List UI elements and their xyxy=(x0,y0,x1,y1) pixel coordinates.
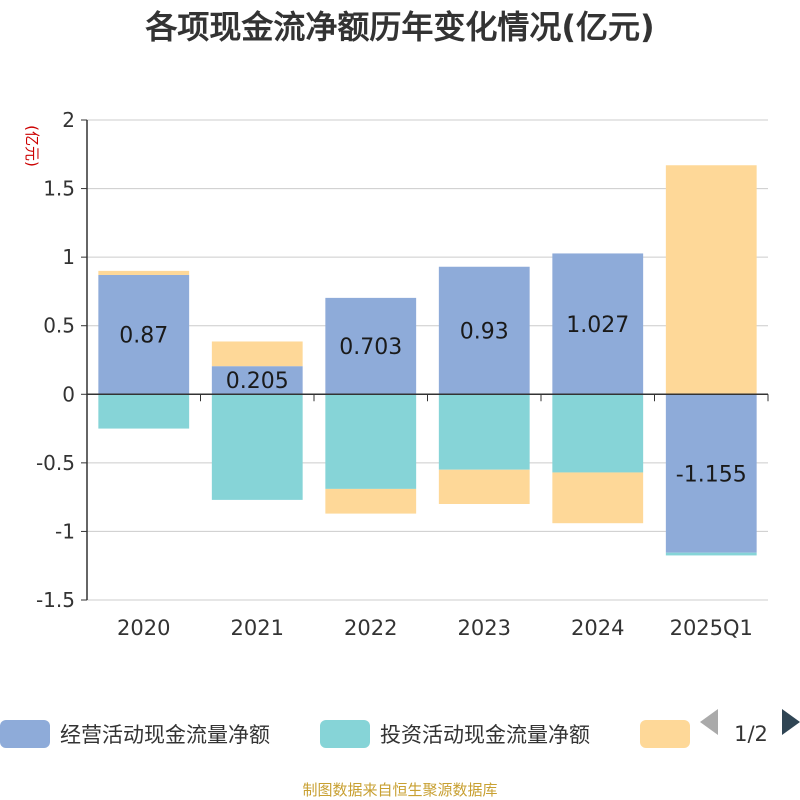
legend-page-indicator: 1/2 xyxy=(734,722,768,746)
bar xyxy=(211,366,303,395)
y-tick-label: -0.5 xyxy=(36,451,75,475)
bar xyxy=(325,488,417,514)
bar xyxy=(325,297,417,395)
data-label: 1.027 xyxy=(566,313,629,338)
bar xyxy=(552,472,644,524)
bar xyxy=(665,165,757,395)
bar xyxy=(438,266,530,395)
data-source-note: 制图数据来自恒生聚源数据库 xyxy=(302,781,497,799)
x-tick-label: 2024 xyxy=(571,616,624,640)
bar xyxy=(98,270,190,275)
data-label: 0.703 xyxy=(339,335,402,360)
legend-label: 投资活动现金流量净额 xyxy=(380,723,590,747)
axes xyxy=(81,119,769,601)
bar xyxy=(552,253,644,395)
x-tick-labels: 2020 2021 2022 2023 2024 2025Q1 xyxy=(117,616,753,640)
grid-lines xyxy=(87,119,768,601)
bar xyxy=(98,274,190,395)
x-tick-label: 2021 xyxy=(231,616,284,640)
legend-next-page-icon[interactable] xyxy=(782,709,800,735)
bar xyxy=(211,341,303,367)
legend-label: 经营活动现金流量净额 xyxy=(60,723,270,747)
data-labels: 0.87 0.205 0.703 0.93 1.027 -1.155 xyxy=(119,313,746,488)
y-tick-label: 1 xyxy=(62,245,75,269)
data-label: 0.93 xyxy=(460,320,509,345)
bar xyxy=(665,552,757,556)
y-tick-labels: 2 1.5 1 0.5 0 -0.5 -1 -1.5 xyxy=(36,108,75,612)
legend-swatch xyxy=(0,720,50,748)
x-tick-label: 2020 xyxy=(117,616,170,640)
y-tick-label: -1 xyxy=(55,519,75,543)
x-tick-label: 2025Q1 xyxy=(670,616,753,640)
legend-swatch xyxy=(320,720,370,748)
y-tick-label: 0.5 xyxy=(43,314,75,338)
bar xyxy=(665,394,757,553)
legend-prev-page-icon[interactable] xyxy=(700,709,718,735)
y-tick-label: 2 xyxy=(62,108,75,132)
x-tick-label: 2023 xyxy=(458,616,511,640)
bar xyxy=(438,469,530,504)
data-label: 0.87 xyxy=(119,324,168,349)
y-axis-unit: (亿元) xyxy=(23,125,41,167)
x-tick-label: 2022 xyxy=(344,616,397,640)
y-tick-label: -1.5 xyxy=(36,588,75,612)
y-tick-label: 0 xyxy=(62,382,75,406)
bar xyxy=(325,394,417,489)
legend: 经营活动现金流量净额 投资活动现金流量净额 xyxy=(0,720,690,748)
bar xyxy=(552,394,644,473)
y-tick-label: 1.5 xyxy=(43,177,75,201)
bar xyxy=(211,394,303,500)
data-label: 0.205 xyxy=(226,369,289,394)
bar xyxy=(98,394,190,429)
legend-swatch xyxy=(640,720,690,748)
data-label: -1.155 xyxy=(676,462,747,487)
chart-title: 各项现金流净额历年变化情况(亿元) xyxy=(145,8,654,46)
legend-pager: 1/2 xyxy=(700,709,800,746)
bar xyxy=(438,394,530,470)
bars xyxy=(98,165,757,556)
